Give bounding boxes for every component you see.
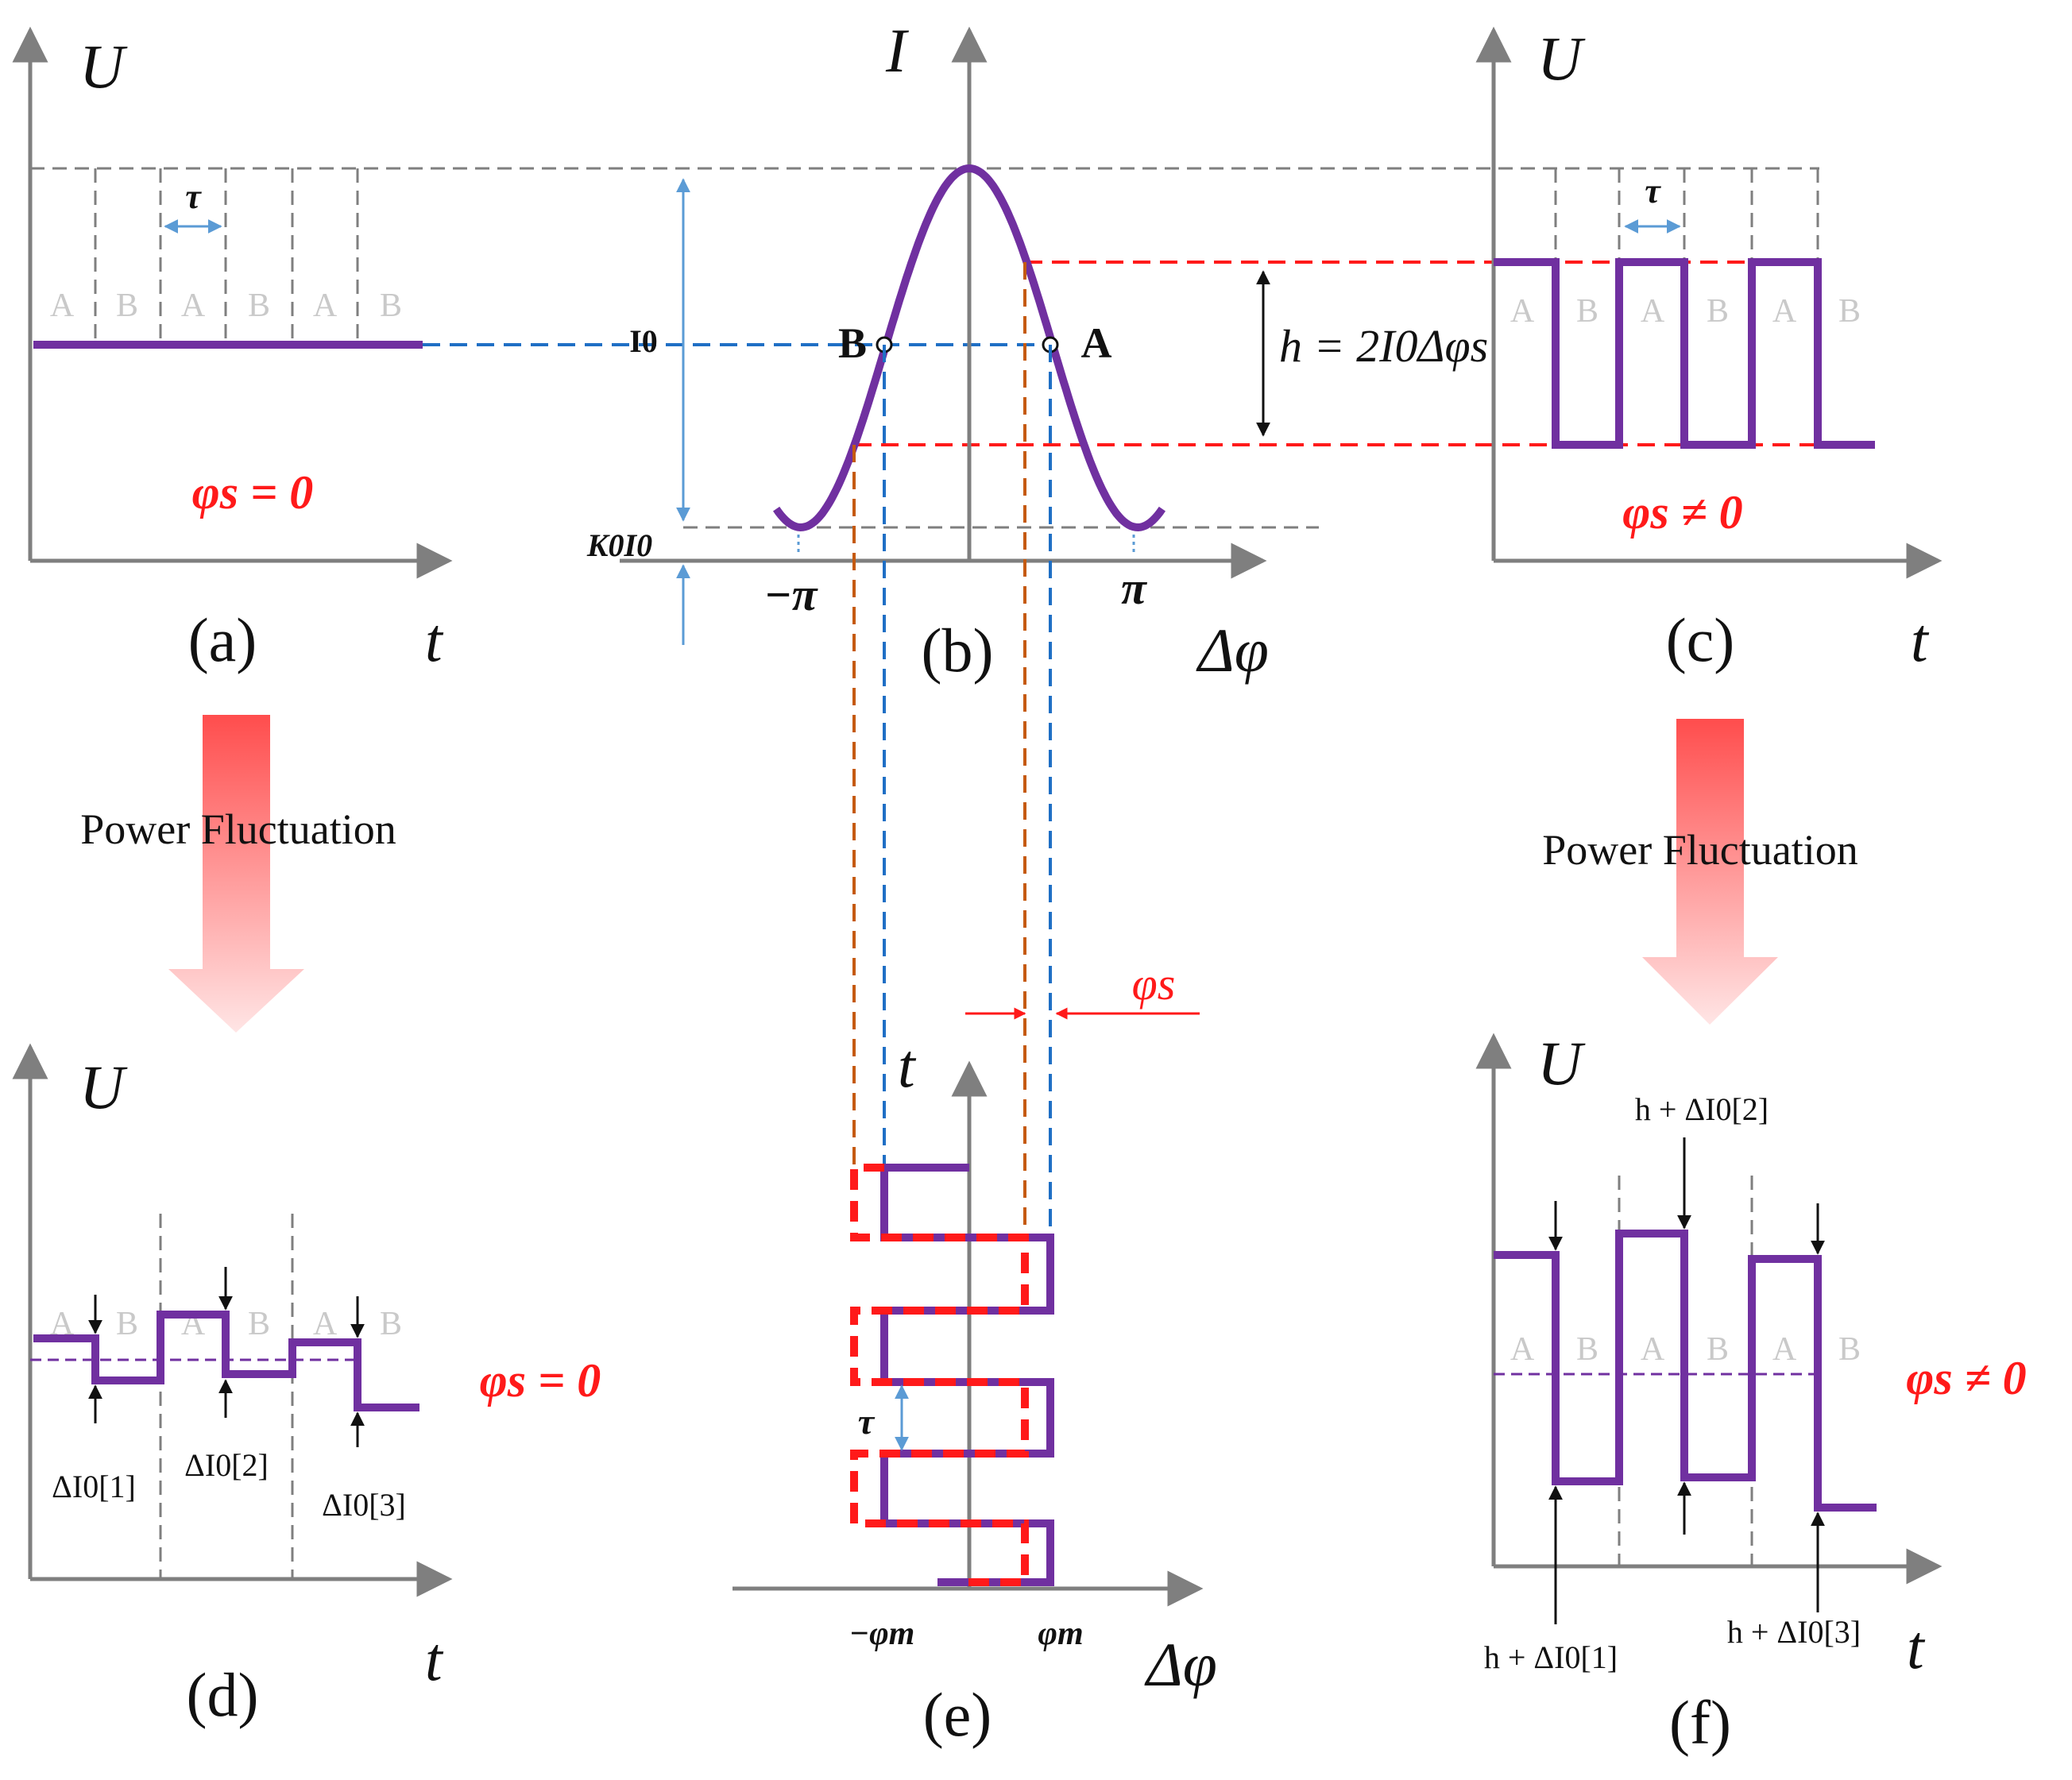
panel-f-y-label: U <box>1537 1029 1586 1098</box>
projection-guides <box>852 262 1052 1235</box>
panel-d-slot-4: A <box>313 1306 338 1342</box>
panel-a-slot-2: A <box>181 288 206 324</box>
panel-b-y-label: I <box>885 16 910 85</box>
right-power-arrow: Power Fluctuation <box>1542 719 1858 1025</box>
left-arrow-label: Power Fluctuation <box>80 805 396 853</box>
panel-d-condition: φs = 0 <box>480 1354 601 1407</box>
panel-a-x-label: t <box>425 605 444 674</box>
panel-d-fluct-1: ΔI0[1] <box>52 1469 136 1504</box>
right-down-arrow-icon <box>1642 719 1778 1025</box>
panel-f-markers <box>1548 1137 1825 1624</box>
i0-label: I0 <box>629 323 658 359</box>
phi-s-label: φs <box>1132 958 1176 1010</box>
panel-d-slot-5: B <box>380 1306 402 1342</box>
panel-a-slot-0: A <box>50 288 75 324</box>
panel-d-x-label: t <box>425 1624 444 1693</box>
panel-a-slot-5: B <box>380 288 402 324</box>
panel-c-tau: τ <box>1645 172 1661 210</box>
panel-f-slot-2: A <box>1641 1331 1665 1368</box>
panel-c-condition: φs ≠ 0 <box>1622 486 1742 539</box>
k0i0-label: K0I0 <box>586 527 652 563</box>
panel-a-slot-1: B <box>116 288 138 324</box>
panel-d-slot-3: B <box>248 1306 270 1342</box>
panel-c: A B A B A B τ U t (c) φs ≠ 0 <box>1475 24 1942 674</box>
panel-a: A B A B A B τ U t (a) φs = 0 <box>12 26 453 674</box>
phi-m-label: φm <box>1038 1616 1083 1652</box>
panel-d-fluct-3: ΔI0[3] <box>322 1487 406 1523</box>
panel-e-red-wave <box>850 1164 1029 1586</box>
panel-a-tau: τ <box>185 177 202 216</box>
panel-e-tau: τ <box>858 1401 876 1442</box>
interference-curve <box>772 164 1166 532</box>
pos-pi-label: π <box>1121 562 1147 614</box>
panel-c-slot-grid <box>1554 168 1819 262</box>
panel-f-grid <box>1618 1176 1753 1566</box>
panel-e-label: (e) <box>923 1680 992 1749</box>
neg-pi-label: −π <box>764 569 818 620</box>
panel-f-label: (f) <box>1669 1688 1731 1757</box>
panel-a-slot-3: B <box>248 288 270 324</box>
point-b-label: B <box>838 319 867 367</box>
panel-c-slot-1: B <box>1576 293 1598 330</box>
panel-f-condition: φs ≠ 0 <box>1906 1352 2026 1404</box>
panel-e-x-label: Δφ <box>1144 1630 1217 1699</box>
panel-c-slot-2: A <box>1641 293 1665 330</box>
panel-c-slot-4: A <box>1772 293 1797 330</box>
left-power-arrow: Power Fluctuation <box>80 715 396 1033</box>
panel-f-slot-1: B <box>1576 1331 1598 1368</box>
neg-phi-m-label: −φm <box>849 1616 915 1652</box>
panel-c-slot-5: B <box>1838 293 1861 330</box>
panel-f-top-label: h + ΔI0[2] <box>1635 1091 1769 1127</box>
panel-f-bottom-label-3: h + ΔI0[3] <box>1727 1614 1861 1650</box>
panel-d-label: (d) <box>187 1660 259 1729</box>
right-arrow-label: Power Fluctuation <box>1542 826 1857 874</box>
h-formula: h = 2I0Δφs <box>1279 320 1488 372</box>
panel-c-slot-0: A <box>1510 293 1535 330</box>
panel-c-slot-3: B <box>1707 293 1729 330</box>
panel-f-x-label: t <box>1907 1612 1926 1682</box>
panel-f-slot-3: B <box>1707 1331 1729 1368</box>
panel-d-slot-1: B <box>116 1306 138 1342</box>
panel-d-markers <box>88 1267 365 1447</box>
panel-f-slot-4: A <box>1772 1331 1797 1368</box>
panel-c-x-label: t <box>1911 605 1930 674</box>
panel-d-y-label: U <box>79 1052 128 1122</box>
panel-c-y-label: U <box>1537 24 1586 93</box>
panel-d-fluct-2: ΔI0[2] <box>184 1447 269 1483</box>
panel-c-signal <box>1494 258 1875 449</box>
panel-f-slot-5: B <box>1838 1331 1861 1368</box>
point-a-label: A <box>1081 319 1112 367</box>
panel-e: φs τ −φm φm t Δφ (e) <box>733 958 1217 1749</box>
left-down-arrow-icon <box>168 715 304 1033</box>
panel-f: A B A B A B h + ΔI0[2] h + ΔI0[1] h + ΔI… <box>1475 1029 2027 1757</box>
panel-d-signal <box>33 1311 419 1411</box>
panel-b-x-label: Δφ <box>1196 616 1269 685</box>
panel-a-condition: φs = 0 <box>192 466 314 519</box>
panel-e-y-label: t <box>898 1031 917 1100</box>
panel-f-slot-0: A <box>1510 1331 1535 1368</box>
panel-f-bottom-label-1: h + ΔI0[1] <box>1484 1639 1618 1675</box>
panel-d-grid <box>159 1214 294 1579</box>
panel-a-y-label: U <box>79 32 128 101</box>
panel-a-slot-4: A <box>313 288 338 324</box>
panel-b: B A I0 K0I0 −π π h = 2I0Δφs I Δφ (b) <box>586 16 1488 685</box>
panel-b-label: (b) <box>922 616 994 685</box>
panel-a-label: (a) <box>188 605 257 674</box>
panel-f-signal <box>1494 1230 1877 1512</box>
panel-d: A B A B A B ΔI0[1] ΔI0[2] ΔI0[3] U t (d)… <box>12 1043 601 1729</box>
panel-c-label: (c) <box>1666 605 1735 674</box>
